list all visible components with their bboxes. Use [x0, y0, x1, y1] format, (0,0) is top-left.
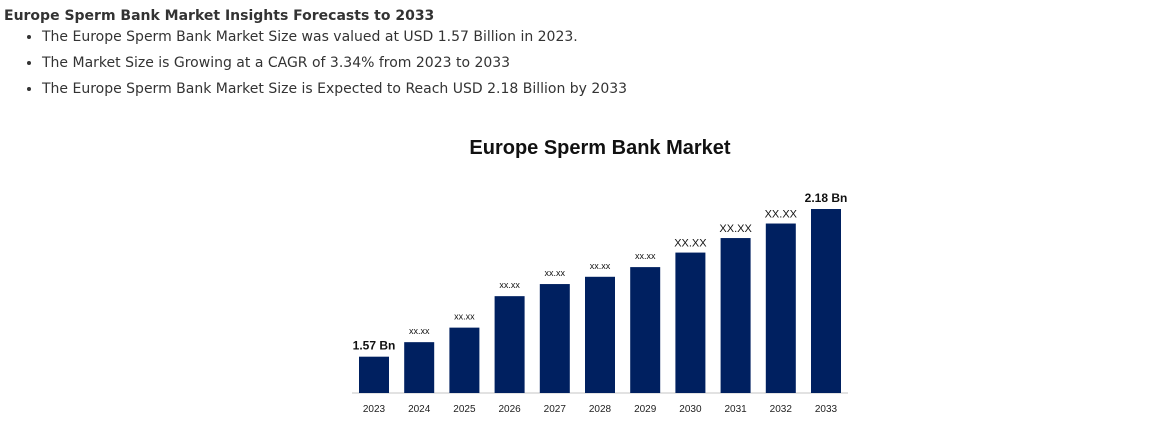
data-label: xx.xx: [545, 268, 566, 278]
bar-2026: [494, 296, 525, 393]
page-heading: Europe Sperm Bank Market Insights Foreca…: [4, 8, 435, 24]
bar-2029: [630, 267, 661, 393]
data-label: 1.57 Bn: [353, 339, 396, 353]
bar-2033: [811, 209, 841, 393]
data-label: 2.18 Bn: [805, 191, 848, 205]
bar-2025: [449, 327, 480, 393]
x-tick-label: 2033: [815, 404, 838, 415]
bar-2028: [585, 276, 615, 393]
x-tick-label: 2032: [770, 404, 793, 415]
data-label: xx.xx: [635, 251, 656, 261]
data-label: xx.xx: [409, 326, 430, 336]
summary-list: The Europe Sperm Bank Market Size was va…: [22, 24, 627, 102]
x-tick-label: 2028: [589, 404, 612, 415]
bar-2030: [675, 252, 706, 393]
bar-2024: [404, 342, 435, 393]
x-tick-label: 2026: [498, 404, 521, 415]
bar-2032: [765, 223, 796, 393]
bar-2027: [539, 284, 570, 393]
data-label: xx.xx: [454, 312, 475, 322]
x-tick-label: 2029: [634, 404, 657, 415]
data-label: xx.xx: [590, 261, 611, 271]
x-tick-label: 2025: [453, 404, 476, 415]
bullet-item: The Europe Sperm Bank Market Size is Exp…: [42, 76, 627, 102]
data-label: XX.XX: [719, 223, 752, 235]
x-tick-label: 2027: [544, 404, 567, 415]
bullet-item: The Market Size is Growing at a CAGR of …: [42, 50, 627, 76]
chart-title: Europe Sperm Bank Market: [469, 137, 731, 159]
bullet-item: The Europe Sperm Bank Market Size was va…: [42, 24, 627, 50]
data-label: XX.XX: [765, 209, 798, 221]
x-tick-label: 2030: [679, 404, 702, 415]
x-tick-label: 2024: [408, 404, 431, 415]
x-tick-label: 2023: [363, 404, 386, 415]
bar-2031: [720, 238, 751, 393]
data-label: xx.xx: [499, 280, 520, 290]
x-tick-label: 2031: [724, 404, 747, 415]
bar-2023: [359, 356, 389, 393]
data-label: XX.XX: [674, 238, 707, 250]
